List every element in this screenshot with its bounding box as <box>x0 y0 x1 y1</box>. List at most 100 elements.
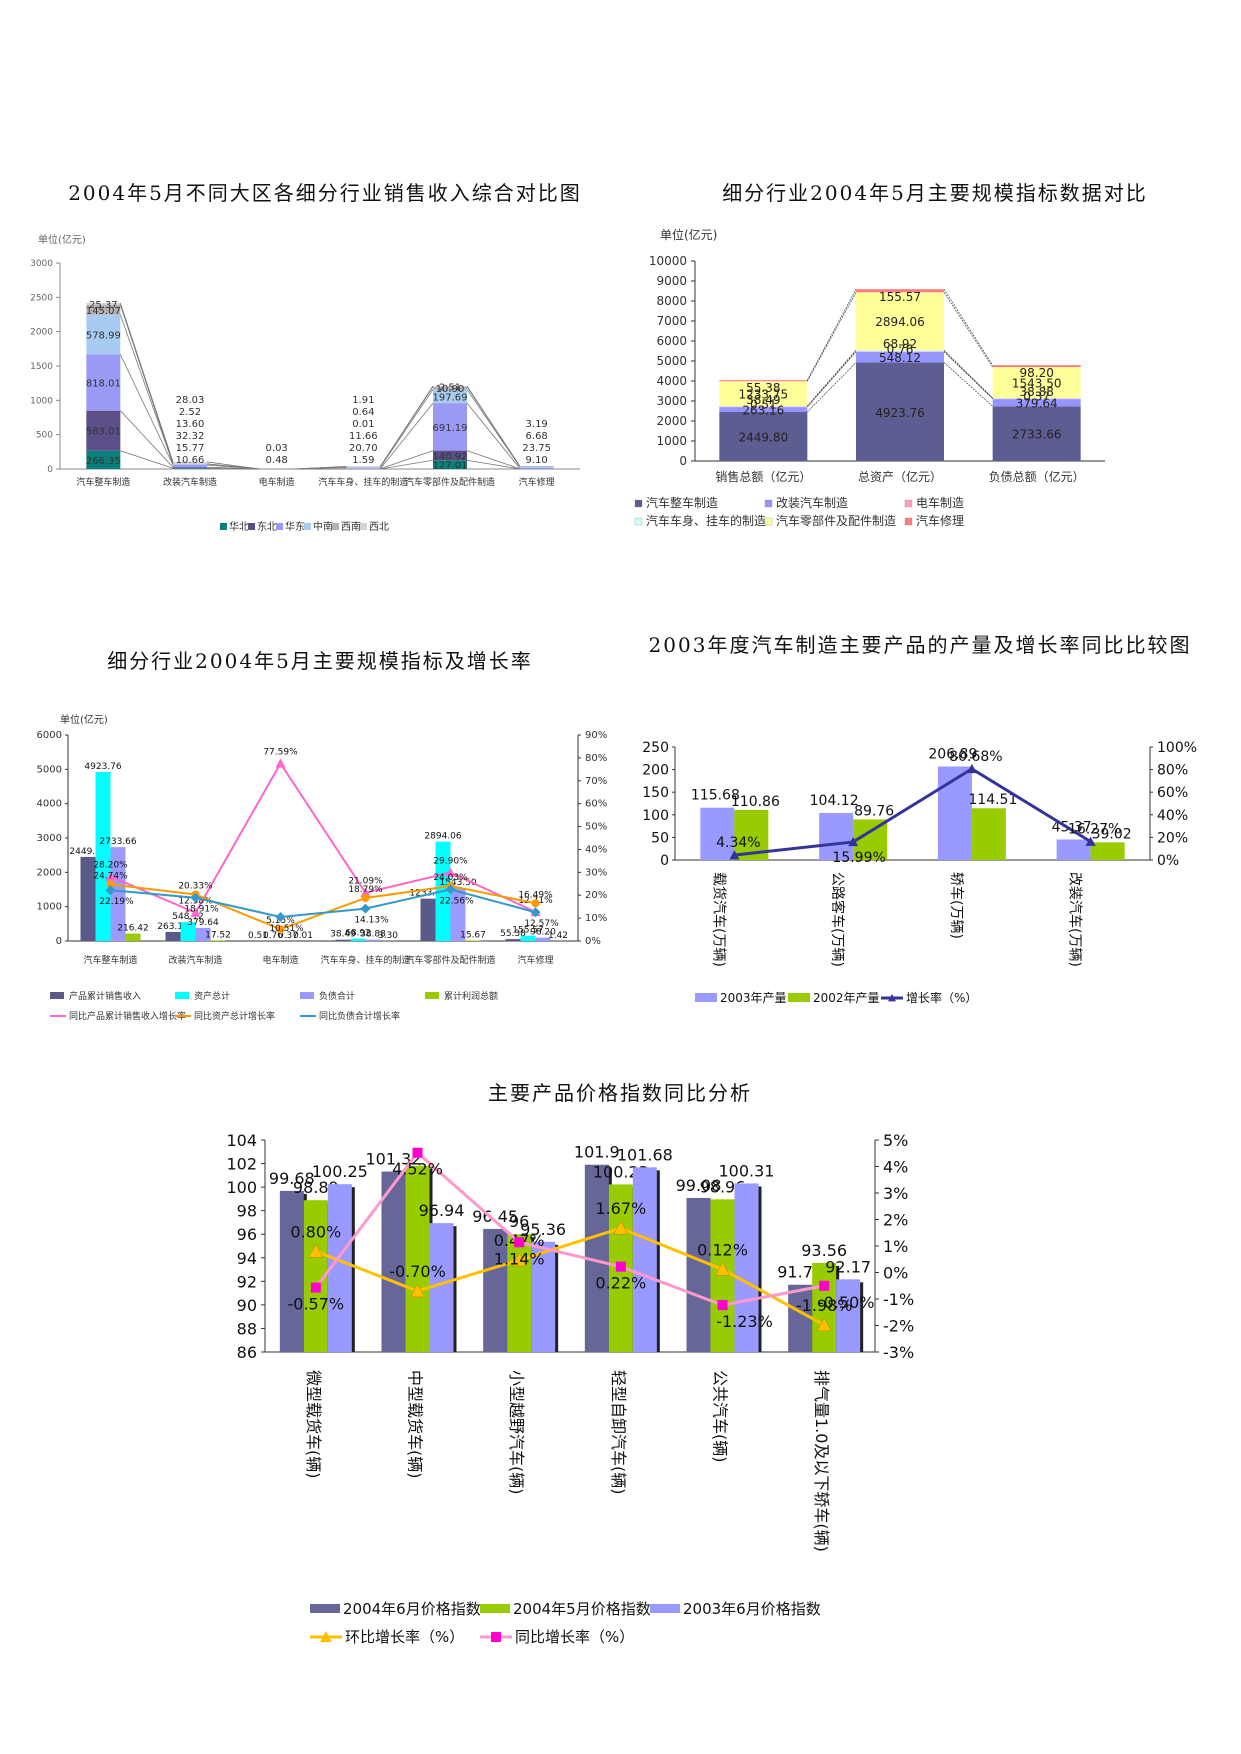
chart5-ytick-label: 100 <box>226 1178 257 1197</box>
chart5-line-label: 0.12% <box>697 1240 748 1259</box>
chart4-y2tick-label: 100% <box>1157 740 1197 756</box>
chart1-legend-swatch <box>332 523 339 530</box>
chart3-y2tick-label: 0% <box>585 936 601 947</box>
chart2-connector <box>807 349 857 407</box>
chart2-value-label: 2733.66 <box>1012 428 1062 442</box>
chart2-bar-segment <box>992 365 1081 368</box>
chart3-line-marker <box>530 907 541 918</box>
chart3-line-marker <box>105 885 116 896</box>
chart1-ytick-label: 3000 <box>30 259 53 269</box>
chart1-value-label: 818.01 <box>86 379 121 390</box>
chart3-bar <box>95 771 111 941</box>
chart2-value-label: 263.16 <box>742 403 784 417</box>
chart1-bar-segment <box>173 461 207 464</box>
chart2-ytick-label: 9000 <box>656 274 687 288</box>
chart4-y2tick-label: 60% <box>1157 785 1188 801</box>
chart3-growth-line <box>110 761 536 914</box>
chart5-y2tick-label: -2% <box>883 1317 914 1336</box>
chart2-bar-segment <box>992 406 1081 461</box>
price-index-combo-chart: 86 88 90 92 94 96 98 100 102 104 -3% -2% -1% 0% 1% 2% 3%… <box>226 1131 914 1646</box>
chart3-ytick-label: 2000 <box>37 867 62 878</box>
chart1-value-label: 2.51 <box>439 382 461 393</box>
chart3-legend-label: 同比负债合计增长率 <box>319 1010 400 1022</box>
chart2-ytick-label: 3000 <box>656 394 687 408</box>
chart2-connector <box>807 289 857 381</box>
chart1-value-label: 0.48 <box>266 455 288 466</box>
chart1-legend-swatch <box>248 523 255 530</box>
chart3-line-marker <box>360 903 371 914</box>
chart2-ytick-label: 4000 <box>656 374 687 388</box>
chart2-ytick-label: 2000 <box>656 414 687 428</box>
chart3-bar-label: 38.49 <box>330 930 356 940</box>
chart2-bar-segment <box>992 367 1081 398</box>
chart3-bar-label: 2449.80 <box>69 847 106 857</box>
chart2-legend-swatch <box>764 499 773 508</box>
production-growth-combo-chart: 0501001502002500%20%40%60%80%100%115.681… <box>642 740 1197 1005</box>
chart3-legend-swatch <box>300 992 314 999</box>
chart5-line-marker <box>511 1252 527 1267</box>
chart2-value-label: 4923.76 <box>875 406 925 420</box>
chart3-line-label: 77.59% <box>263 747 298 757</box>
chart3-legend-swatch <box>50 992 64 999</box>
chart1-unit: 单位(亿元) <box>38 233 86 246</box>
chart2-value-label: 379.64 <box>1016 397 1058 411</box>
chart5-bar-label: 98.96 <box>700 1177 746 1196</box>
chart2-bar-segment <box>719 405 808 407</box>
chart3-bar-label: 2894.06 <box>424 832 461 842</box>
chart2-legend-swatch <box>904 517 913 526</box>
chart2-connector <box>807 351 857 407</box>
chart5-growth-line <box>315 1226 825 1327</box>
chart5-line-marker <box>410 1283 425 1298</box>
chart2-value-label: 68.92 <box>883 337 917 351</box>
chart5-category-label: 微型载货车(辆) <box>304 1370 323 1479</box>
chart3-bar-label: 155.57 <box>512 926 544 936</box>
chart5-ytick-label: 86 <box>237 1343 257 1362</box>
chart5-legend-marker <box>320 1631 332 1643</box>
chart1-value-label: 1.59 <box>352 455 374 466</box>
chart2-value-label: 1233.75 <box>739 388 789 402</box>
chart2-ytick-label: 10000 <box>649 254 687 268</box>
chart3-bar <box>520 935 536 941</box>
chart4-legend-label: 2003年产量 <box>720 991 787 1005</box>
chart5-legend-swatch <box>310 1604 340 1613</box>
chart5-bar-label: 100.31 <box>719 1161 775 1180</box>
chart3-line-label: 10.51% <box>269 924 304 934</box>
chart3-bar-label: 0.37 <box>278 931 298 941</box>
chart5-category-label: 排气量1.0及以下轿车(辆) <box>812 1370 831 1552</box>
chart2-legend-swatch <box>634 517 643 526</box>
chart4-bar-label: 89.76 <box>854 803 894 819</box>
chart5-y2tick-label: 3% <box>883 1184 908 1203</box>
chart2-value-label: 38.49 <box>746 393 780 407</box>
chart1-bar-segment <box>173 464 207 468</box>
chart5-bar <box>734 1183 759 1352</box>
chart2-ytick-label: 7000 <box>656 314 687 328</box>
chart5-legend-label: 2004年6月价格指数 <box>343 1600 481 1618</box>
chart3-bar <box>210 940 226 941</box>
chart3-line-label: 18.79% <box>348 885 383 895</box>
chart3-line-label: 12.57% <box>524 919 559 929</box>
chart2-connector <box>943 349 993 399</box>
chart1-value-label: 20.70 <box>349 443 378 454</box>
chart5-bar <box>405 1165 430 1352</box>
chart1-connector <box>120 450 174 469</box>
chart4-growth-line <box>734 767 1092 857</box>
chart1-bar-segment <box>519 466 554 469</box>
chart3-bar-label: 68.92 <box>345 929 371 939</box>
chart1-value-label: 0.01 <box>352 419 374 430</box>
chart1-connector <box>380 459 434 470</box>
chart5-y2tick-label: 1% <box>883 1237 908 1256</box>
chart1-connector <box>119 354 174 466</box>
chart3-bar-label: 3.30 <box>378 931 398 941</box>
chart1-value-label: 32.32 <box>176 431 205 442</box>
chart2-value-label: 1543.50 <box>1012 377 1062 391</box>
chart3-bar-label: 98.20 <box>530 928 556 938</box>
chart2-legend-label: 汽车零部件及配件制造 <box>776 513 896 528</box>
chart1-ytick-label: 1000 <box>30 396 53 406</box>
chart5-line-marker <box>412 1147 423 1158</box>
chart2-category-label: 负债总额（亿元） <box>989 469 1085 484</box>
chart1-value-label: 10.66 <box>176 455 205 466</box>
chart2-value-label: 155.57 <box>879 290 921 304</box>
chart4-line-marker <box>966 763 977 774</box>
chart5-legend-swatch <box>650 1604 680 1613</box>
chart1-title: 2004年5月不同大区各细分行业销售收入综合对比图 <box>68 181 582 205</box>
